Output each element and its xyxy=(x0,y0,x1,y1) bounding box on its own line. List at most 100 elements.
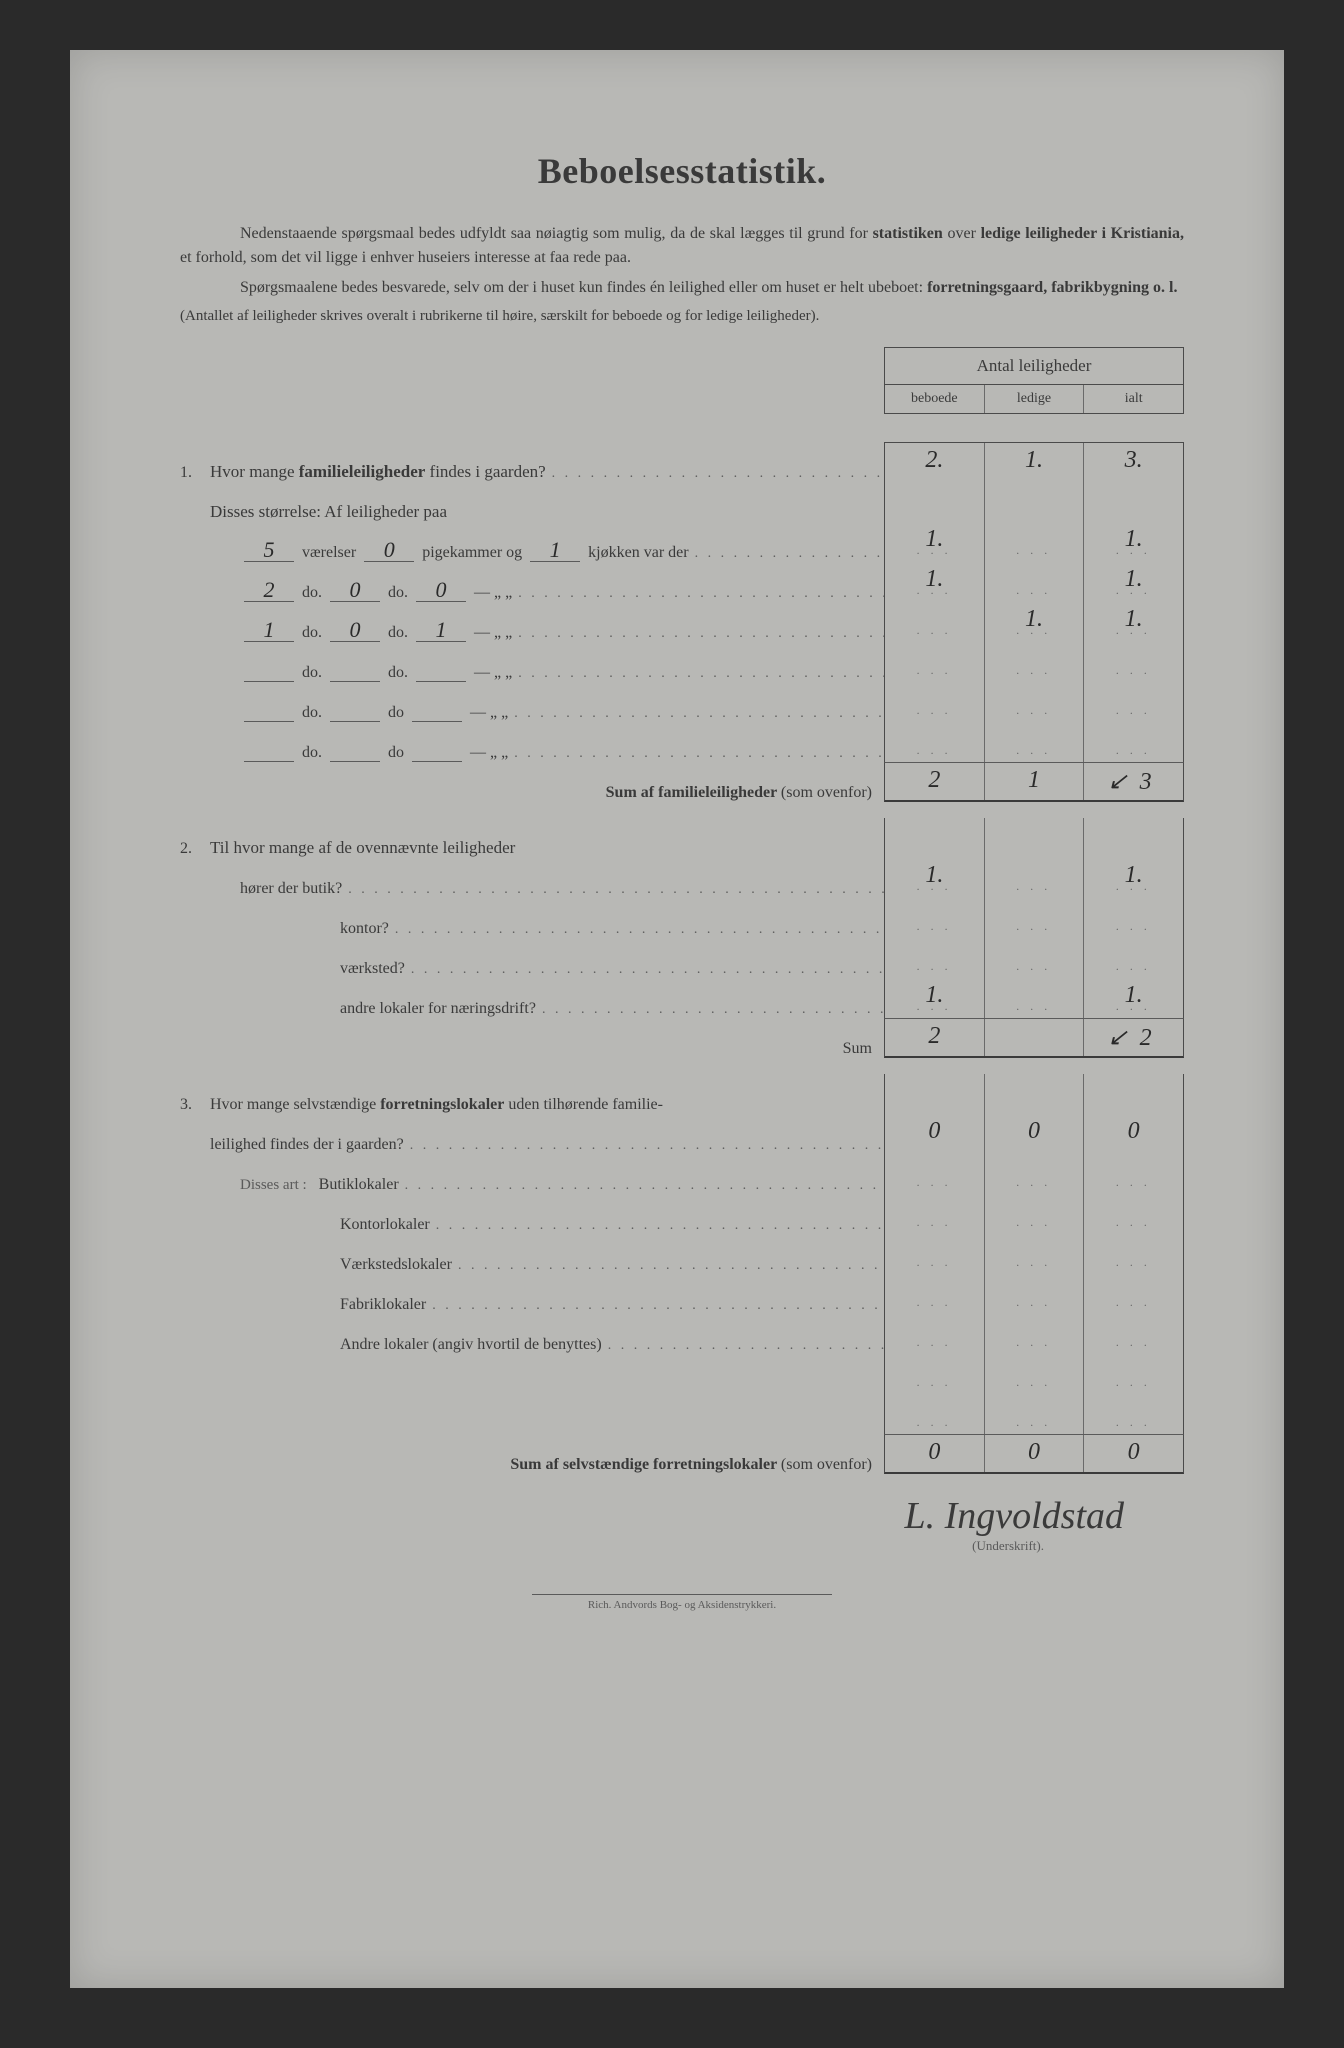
sum-cell: 2 ↙ xyxy=(1083,1019,1183,1056)
sum-cell: 0 xyxy=(984,1435,1084,1472)
q1-text: Hvor mange familieleiligheder findes i g… xyxy=(210,462,884,482)
detail-text: 1 do. 0 do. 1 — „ „ xyxy=(210,619,884,642)
q2-detail-row: værksted?. . .. . .. . . xyxy=(180,938,1184,978)
detail-text: Andre lokaler (angiv hvortil de benyttes… xyxy=(210,1336,884,1354)
cell: . . . xyxy=(984,722,1084,762)
sum-cell: 2 xyxy=(885,1019,984,1056)
cell: 0 xyxy=(984,1114,1084,1154)
q3-detail-row: Fabriklokaler. . .. . .. . . xyxy=(180,1274,1184,1314)
cell: . . . xyxy=(1083,1154,1183,1194)
cell: . . . xyxy=(1083,1274,1183,1314)
q2-detail-row: hører der butik?1.. . .. . .1.. . . xyxy=(180,858,1184,898)
cell: . . . xyxy=(984,1394,1084,1434)
detail-text: do. do — „ „ xyxy=(210,744,884,762)
cell: . . . xyxy=(1083,1234,1183,1274)
cell: . . . xyxy=(1083,722,1183,762)
cell: . . . xyxy=(885,1274,984,1314)
q3-row-2: leilighed findes der i gaarden? 0 0 0 xyxy=(180,1114,1184,1154)
sum-cell: 2 xyxy=(885,763,984,800)
cell: 1.. . . xyxy=(885,522,984,562)
q3-detail-row: Værkstedslokaler. . .. . .. . . xyxy=(180,1234,1184,1274)
signature-area: L. Ingvoldstad (Underskrift). xyxy=(180,1494,1184,1554)
cell: . . . xyxy=(984,1194,1084,1234)
detail-text: værksted? xyxy=(210,960,884,978)
cell: 1.. . . xyxy=(885,858,984,898)
q3-row-1: 3. Hvor mange selvstændige forretningslo… xyxy=(180,1074,1184,1114)
header-columns: beboede ledige ialt xyxy=(884,385,1184,414)
intro-bold: ledige leiligheder i Kristiania, xyxy=(981,225,1184,242)
cell: . . . xyxy=(984,938,1084,978)
cell: . . . xyxy=(1083,1394,1183,1434)
cell: . . . xyxy=(1083,1354,1183,1394)
cell: . . . xyxy=(984,642,1084,682)
q1-sum-row: Sum af familieleiligheder (som ovenfor) … xyxy=(180,762,1184,802)
signature-label: (Underskrift). xyxy=(180,1538,1124,1554)
cell: . . . xyxy=(885,1394,984,1434)
cell: . . . xyxy=(1083,1194,1183,1234)
detail-text: Kontorlokaler xyxy=(210,1216,884,1234)
cell: . . . xyxy=(885,1154,984,1194)
cell: . . . xyxy=(885,642,984,682)
signature: L. Ingvoldstad xyxy=(180,1494,1124,1538)
q2-number: 2. xyxy=(180,840,210,858)
intro-bold: statistiken xyxy=(873,225,943,242)
sum-cell: 1 xyxy=(984,763,1084,800)
sum-cell: 0 xyxy=(1083,1435,1183,1472)
cell: . . . xyxy=(984,1354,1084,1394)
cell: 1.. . . xyxy=(1083,522,1183,562)
cell: . . . xyxy=(984,858,1084,898)
intro-text: et forhold, som det vil ligge i enhver h… xyxy=(180,249,631,266)
sum-cell: 0 xyxy=(885,1435,984,1472)
q3-sum-row: Sum af selvstændige forretningslokaler (… xyxy=(180,1434,1184,1474)
cell: . . . xyxy=(984,562,1084,602)
q1-detail-row: do. do. — „ „. . .. . .. . . xyxy=(180,642,1184,682)
col-header-beboede: beboede xyxy=(885,385,984,413)
q2-text: Til hvor mange af de ovennævnte leilighe… xyxy=(210,838,884,858)
cell: 1.. . . xyxy=(1083,602,1183,642)
cell: . . . xyxy=(885,602,984,642)
cell: . . . xyxy=(885,1354,984,1394)
cell: . . . xyxy=(984,1314,1084,1354)
footer-printer: Rich. Andvords Bog- og Aksidenstrykkeri. xyxy=(532,1594,832,1611)
q1-detail-row: 2 do. 0 do. 0 — „ „1.. . .. . .1.. . . xyxy=(180,562,1184,602)
cell: 1.. . . xyxy=(885,562,984,602)
detail-text: 5 værelser 0 pigekammer og 1 kjøkken var… xyxy=(210,539,884,562)
sum-cell xyxy=(984,1019,1084,1056)
detail-text: hører der butik? xyxy=(210,880,884,898)
cell: 1.. . . xyxy=(885,978,984,1018)
cell: . . . xyxy=(984,682,1084,722)
cell: 1.. . . xyxy=(1083,562,1183,602)
cell: . . . xyxy=(984,1234,1084,1274)
cell: . . . xyxy=(885,722,984,762)
col-header-ialt: ialt xyxy=(1083,385,1183,413)
q2-sum-label: Sum xyxy=(180,1040,884,1058)
q3-detail-row: Kontorlokaler. . .. . .. . . xyxy=(180,1194,1184,1234)
intro-note: (Antallet af leiligheder skrives overalt… xyxy=(180,308,819,324)
q3-detail-row: Disses art : Butiklokaler. . .. . .. . . xyxy=(180,1154,1184,1194)
q3-text-1: Hvor mange selvstændige forretningslokal… xyxy=(210,1096,884,1114)
q3-detail-row: Andre lokaler (angiv hvortil de benyttes… xyxy=(180,1314,1184,1354)
document-page: Beboelsesstatistik. Nedenstaaende spørgs… xyxy=(70,50,1284,1988)
q1-detail-row: do. do — „ „. . .. . .. . . xyxy=(180,722,1184,762)
cell: . . . xyxy=(984,978,1084,1018)
cell: . . . xyxy=(984,898,1084,938)
cell: 1.. . . xyxy=(984,602,1084,642)
cell: 0 xyxy=(1083,1114,1183,1154)
cell: . . . xyxy=(1083,682,1183,722)
intro-text: over xyxy=(943,225,981,242)
page-title: Beboelsesstatistik. xyxy=(180,150,1184,192)
col-header-ledige: ledige xyxy=(984,385,1084,413)
detail-text: Disses art : Butiklokaler xyxy=(210,1176,884,1194)
form-body: 1. Hvor mange familieleiligheder findes … xyxy=(180,347,1184,1474)
detail-text: 2 do. 0 do. 0 — „ „ xyxy=(210,579,884,602)
scan-frame: Beboelsesstatistik. Nedenstaaende spørgs… xyxy=(0,0,1344,2048)
intro-text: Nedenstaaende spørgsmaal bedes udfyldt s… xyxy=(240,225,873,242)
cell: . . . xyxy=(984,522,1084,562)
q3-text-2: leilighed findes der i gaarden? xyxy=(210,1136,884,1154)
detail-text: do. do. — „ „ xyxy=(210,664,884,682)
cell: . . . xyxy=(984,1274,1084,1314)
cell: 3. xyxy=(1083,443,1183,482)
cell: . . . xyxy=(885,1234,984,1274)
cell: . . . xyxy=(984,1154,1084,1194)
header-top: Antal leiligheder xyxy=(884,347,1184,385)
